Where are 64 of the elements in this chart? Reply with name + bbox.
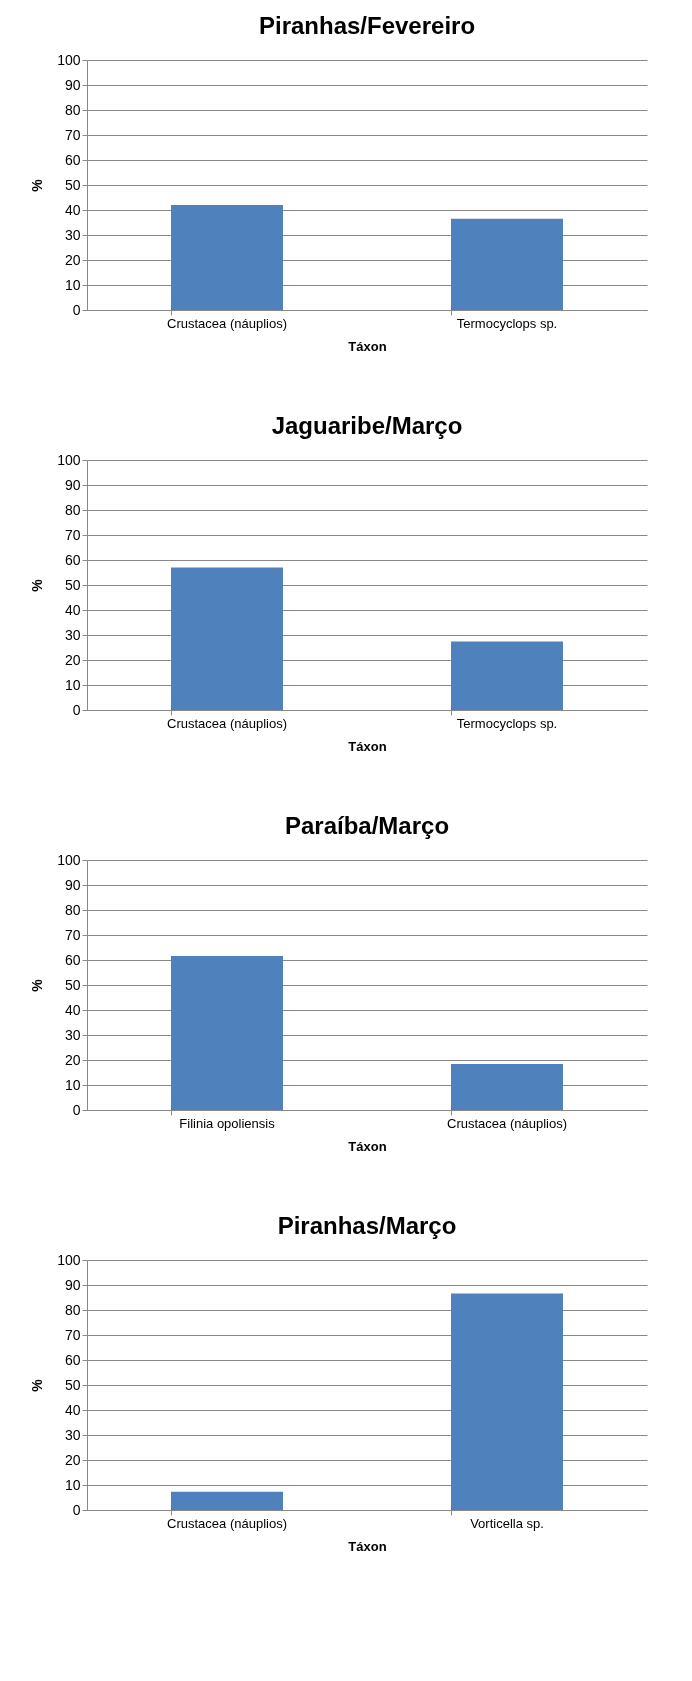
y-tick-label: 70 [64,526,81,543]
y-tick-label: 50 [64,176,81,193]
y-axis-title: % [29,978,46,992]
y-tick-label: 50 [64,1376,81,1393]
x-tick-label: Filinia opoliensis [179,1115,276,1131]
y-tick-label: 60 [64,151,81,168]
y-tick-label: 60 [64,1351,81,1368]
y-tick-label: 100 [57,851,81,868]
y-tick-label: 100 [57,1251,81,1268]
x-axis-title: Táxon [348,738,387,754]
y-tick-label: 80 [64,901,81,918]
y-tick-label: 100 [57,451,81,468]
y-tick-label: 30 [64,1426,81,1443]
y-tick-label: 0 [72,701,81,718]
y-tick-label: 40 [64,201,81,218]
y-tick-label: 20 [64,1051,81,1068]
chart-title: Piranhas/Fevereiro [258,12,476,39]
y-tick-label: 20 [64,251,81,268]
y-tick-label: 90 [64,876,81,893]
x-axis-title: Táxon [348,1138,387,1154]
y-tick-label: 50 [64,976,81,993]
y-tick-label: 40 [64,1001,81,1018]
y-tick-label: 30 [64,226,81,243]
y-tick-label: 30 [64,1026,81,1043]
x-tick-label: Crustacea (náuplios) [447,1115,567,1131]
x-tick-label: Vorticella sp. [470,1515,544,1531]
y-axis-title: % [29,178,46,192]
x-tick-label: Crustacea (náuplios) [167,715,287,731]
y-tick-label: 80 [64,501,81,518]
x-tick-label: Termocyclops sp. [456,315,558,331]
y-tick-label: 70 [64,1326,81,1343]
y-tick-label: 80 [64,101,81,118]
y-axis-title: % [29,578,46,592]
y-tick-label: 90 [64,476,81,493]
y-tick-label: 0 [72,1101,81,1118]
x-tick-label: Crustacea (náuplios) [167,1515,287,1531]
y-tick-label: 70 [64,126,81,143]
y-axis-title: % [29,1378,46,1392]
y-tick-label: 90 [64,1276,81,1293]
y-tick-label: 60 [64,951,81,968]
y-tick-label: 40 [64,1401,81,1418]
y-tick-label: 10 [64,1476,81,1493]
chart-title: Jaguaribe/Março [271,412,463,439]
y-tick-label: 20 [64,1451,81,1468]
y-tick-label: 0 [72,1501,81,1518]
y-tick-label: 20 [64,651,81,668]
y-tick-label: 80 [64,1301,81,1318]
x-tick-label: Termocyclops sp. [456,715,558,731]
y-tick-label: 30 [64,626,81,643]
y-tick-label: 100 [57,51,81,68]
y-tick-label: 10 [64,676,81,693]
x-axis-title: Táxon [348,1538,387,1554]
y-tick-label: 90 [64,76,81,93]
y-tick-label: 70 [64,926,81,943]
y-tick-label: 60 [64,551,81,568]
x-tick-label: Crustacea (náuplios) [167,315,287,331]
y-tick-label: 10 [64,1076,81,1093]
y-tick-label: 0 [72,301,81,318]
y-tick-label: 40 [64,601,81,618]
y-tick-label: 50 [64,576,81,593]
y-tick-label: 10 [64,276,81,293]
x-axis-title: Táxon [348,338,387,354]
chart-title: Piranhas/Março [277,1212,457,1239]
chart-title: Paraíba/Março [284,812,450,839]
